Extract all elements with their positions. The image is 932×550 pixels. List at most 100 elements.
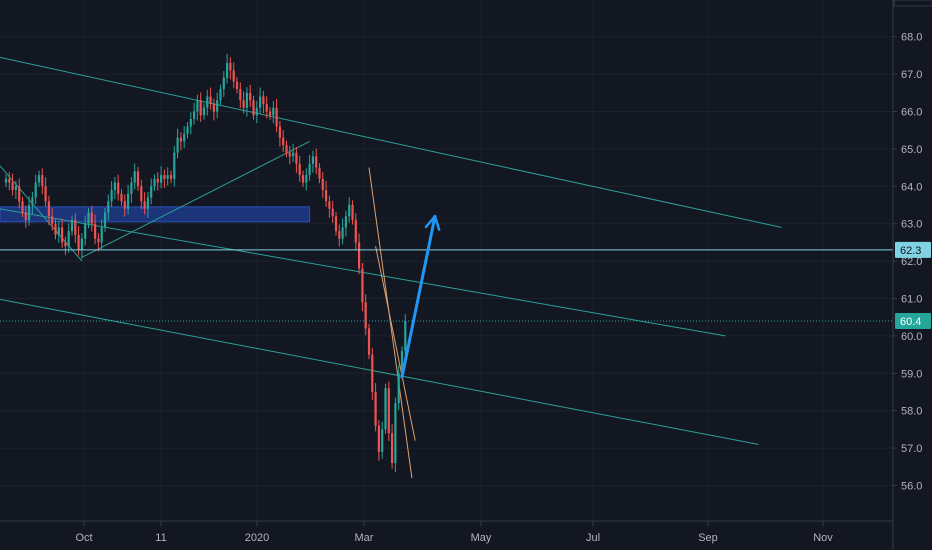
candle-body bbox=[400, 350, 404, 374]
candle-body bbox=[301, 175, 305, 183]
y-tick-label: 60.0 bbox=[901, 331, 922, 343]
candle-body bbox=[133, 171, 136, 183]
candle-body bbox=[90, 212, 93, 224]
candle-body bbox=[74, 219, 77, 235]
candle-body bbox=[391, 433, 394, 464]
candle-body bbox=[54, 223, 57, 235]
candle-body bbox=[367, 328, 371, 355]
candle-body bbox=[394, 403, 397, 464]
candle-body bbox=[265, 104, 268, 112]
candle-body bbox=[298, 163, 301, 176]
candle-body bbox=[173, 152, 176, 179]
candle-body bbox=[226, 62, 229, 78]
candle-body bbox=[150, 186, 153, 198]
candle-body bbox=[354, 219, 357, 243]
y-tick-label: 63.0 bbox=[901, 219, 922, 231]
projection-arrow[interactable] bbox=[400, 214, 441, 379]
candle-body bbox=[156, 178, 159, 183]
candle-body bbox=[186, 126, 189, 134]
candle-body bbox=[130, 182, 133, 194]
candle-body bbox=[143, 201, 146, 209]
arrow-head[interactable] bbox=[424, 214, 441, 231]
candle-body bbox=[41, 175, 44, 187]
price-tags: 62.3 60.4 bbox=[895, 241, 931, 329]
candle-body bbox=[344, 216, 347, 228]
candle-body bbox=[295, 152, 298, 164]
candle-body bbox=[348, 205, 351, 217]
candle-body bbox=[183, 133, 186, 142]
candle-body bbox=[292, 152, 295, 157]
time-axis[interactable]: Oct 11 2020 Mar May Jul Sep Nov bbox=[75, 521, 833, 544]
candle-body bbox=[331, 208, 334, 217]
y-tick-label: 65.0 bbox=[901, 144, 922, 156]
candle-body bbox=[44, 186, 47, 202]
candle-body bbox=[24, 212, 27, 220]
price-levels[interactable] bbox=[0, 249, 893, 322]
candle-body bbox=[113, 182, 116, 191]
x-tick-label: Jul bbox=[586, 532, 600, 544]
candle-body bbox=[67, 231, 70, 247]
candle-body bbox=[123, 201, 126, 209]
candle-body bbox=[328, 201, 331, 209]
candle-body bbox=[268, 111, 272, 116]
candle-body bbox=[4, 178, 8, 183]
candle-body bbox=[308, 163, 311, 176]
candle-body bbox=[305, 175, 308, 183]
candle-body bbox=[31, 197, 34, 205]
x-tick-label: Sep bbox=[698, 532, 718, 544]
support-zone[interactable] bbox=[0, 206, 311, 223]
y-tick-label: 57.0 bbox=[901, 443, 922, 455]
candle-body bbox=[21, 201, 24, 213]
candle-body bbox=[212, 104, 215, 112]
trendline[interactable] bbox=[0, 291, 759, 445]
candle-body bbox=[94, 223, 97, 239]
arrow-shaft[interactable] bbox=[400, 214, 437, 379]
y-tick-label: 62.0 bbox=[901, 256, 922, 268]
price-axis[interactable]: 56.0 57.0 58.0 59.0 60.0 61.0 62.0 63.0 64.0 65.0… bbox=[893, 32, 922, 493]
trendline[interactable] bbox=[0, 48, 782, 228]
candle-body bbox=[166, 175, 169, 179]
candle-body bbox=[209, 96, 212, 105]
candle-body bbox=[384, 388, 387, 430]
candle-body bbox=[338, 231, 341, 239]
candle-body bbox=[47, 201, 50, 217]
trendline[interactable] bbox=[81, 140, 310, 258]
candle-body bbox=[28, 205, 31, 220]
x-tick-label: 2020 bbox=[245, 532, 269, 544]
candle-body bbox=[179, 137, 182, 142]
candle-body bbox=[219, 89, 222, 101]
candle-body bbox=[61, 227, 64, 243]
candle-body bbox=[282, 137, 285, 146]
x-tick-label: Oct bbox=[75, 532, 92, 544]
candle-body bbox=[64, 242, 67, 247]
candle-body bbox=[80, 238, 83, 250]
candle-body bbox=[232, 70, 235, 82]
x-tick-label: Mar bbox=[355, 532, 374, 544]
candle-body bbox=[311, 156, 314, 164]
candle-body bbox=[107, 201, 110, 213]
candle-body bbox=[222, 77, 225, 90]
candle-body bbox=[242, 100, 245, 108]
candle-body bbox=[262, 96, 265, 105]
candle-body bbox=[189, 118, 192, 127]
candle-body bbox=[216, 100, 219, 112]
candle-body bbox=[358, 242, 361, 269]
candle-body bbox=[334, 216, 338, 232]
candle-body bbox=[374, 392, 377, 426]
candle-body bbox=[252, 100, 255, 116]
candle-body bbox=[84, 223, 87, 239]
trendline[interactable] bbox=[375, 246, 416, 441]
candle-body bbox=[120, 193, 123, 202]
x-tick-label: Nov bbox=[813, 532, 833, 544]
candle-body bbox=[387, 388, 390, 434]
candle-body bbox=[371, 354, 374, 392]
trendline[interactable] bbox=[368, 167, 413, 479]
candle-body bbox=[127, 193, 130, 209]
candle-body bbox=[57, 227, 60, 235]
candle-body bbox=[229, 62, 232, 71]
price-tag-box bbox=[895, 312, 931, 329]
candle-body bbox=[51, 216, 54, 224]
candle-body bbox=[206, 96, 209, 108]
